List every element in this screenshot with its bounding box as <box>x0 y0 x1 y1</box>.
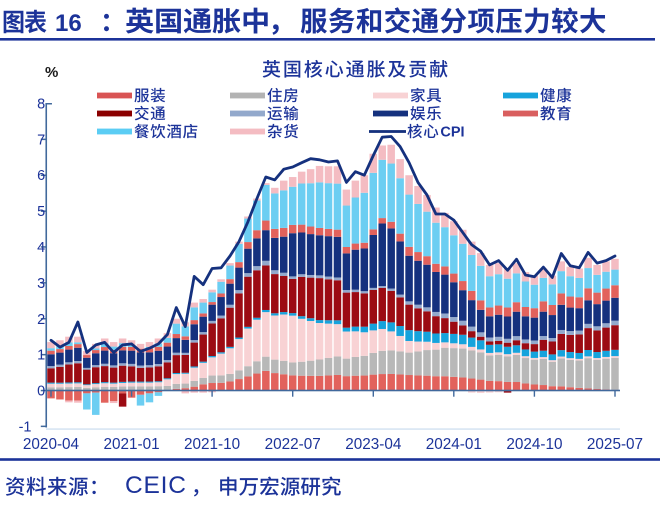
svg-text:4: 4 <box>37 240 45 256</box>
svg-text:-1: -1 <box>19 419 32 435</box>
svg-text:2021-01: 2021-01 <box>104 436 160 453</box>
svg-text:%: % <box>45 64 58 81</box>
svg-text:6: 6 <box>37 168 45 184</box>
svg-text:7: 7 <box>37 132 45 148</box>
svg-text:5: 5 <box>37 204 45 220</box>
svg-text:2024-01: 2024-01 <box>426 436 482 453</box>
svg-text:CPI: CPI <box>440 125 464 141</box>
svg-text:1: 1 <box>37 348 45 364</box>
svg-text:2025-07: 2025-07 <box>587 436 643 453</box>
svg-text:2024-10: 2024-10 <box>506 436 562 453</box>
svg-text:2021-10: 2021-10 <box>184 436 240 453</box>
svg-text:16: 16 <box>55 10 82 37</box>
svg-text:8: 8 <box>37 97 45 113</box>
svg-text:2022-07: 2022-07 <box>265 436 321 453</box>
svg-text:2023-04: 2023-04 <box>345 436 402 453</box>
svg-text:3: 3 <box>37 276 45 292</box>
svg-text:CEIC: CEIC <box>125 472 187 499</box>
svg-text:2020-04: 2020-04 <box>23 436 80 453</box>
svg-text:2: 2 <box>37 312 45 328</box>
svg-text:0: 0 <box>37 384 45 400</box>
